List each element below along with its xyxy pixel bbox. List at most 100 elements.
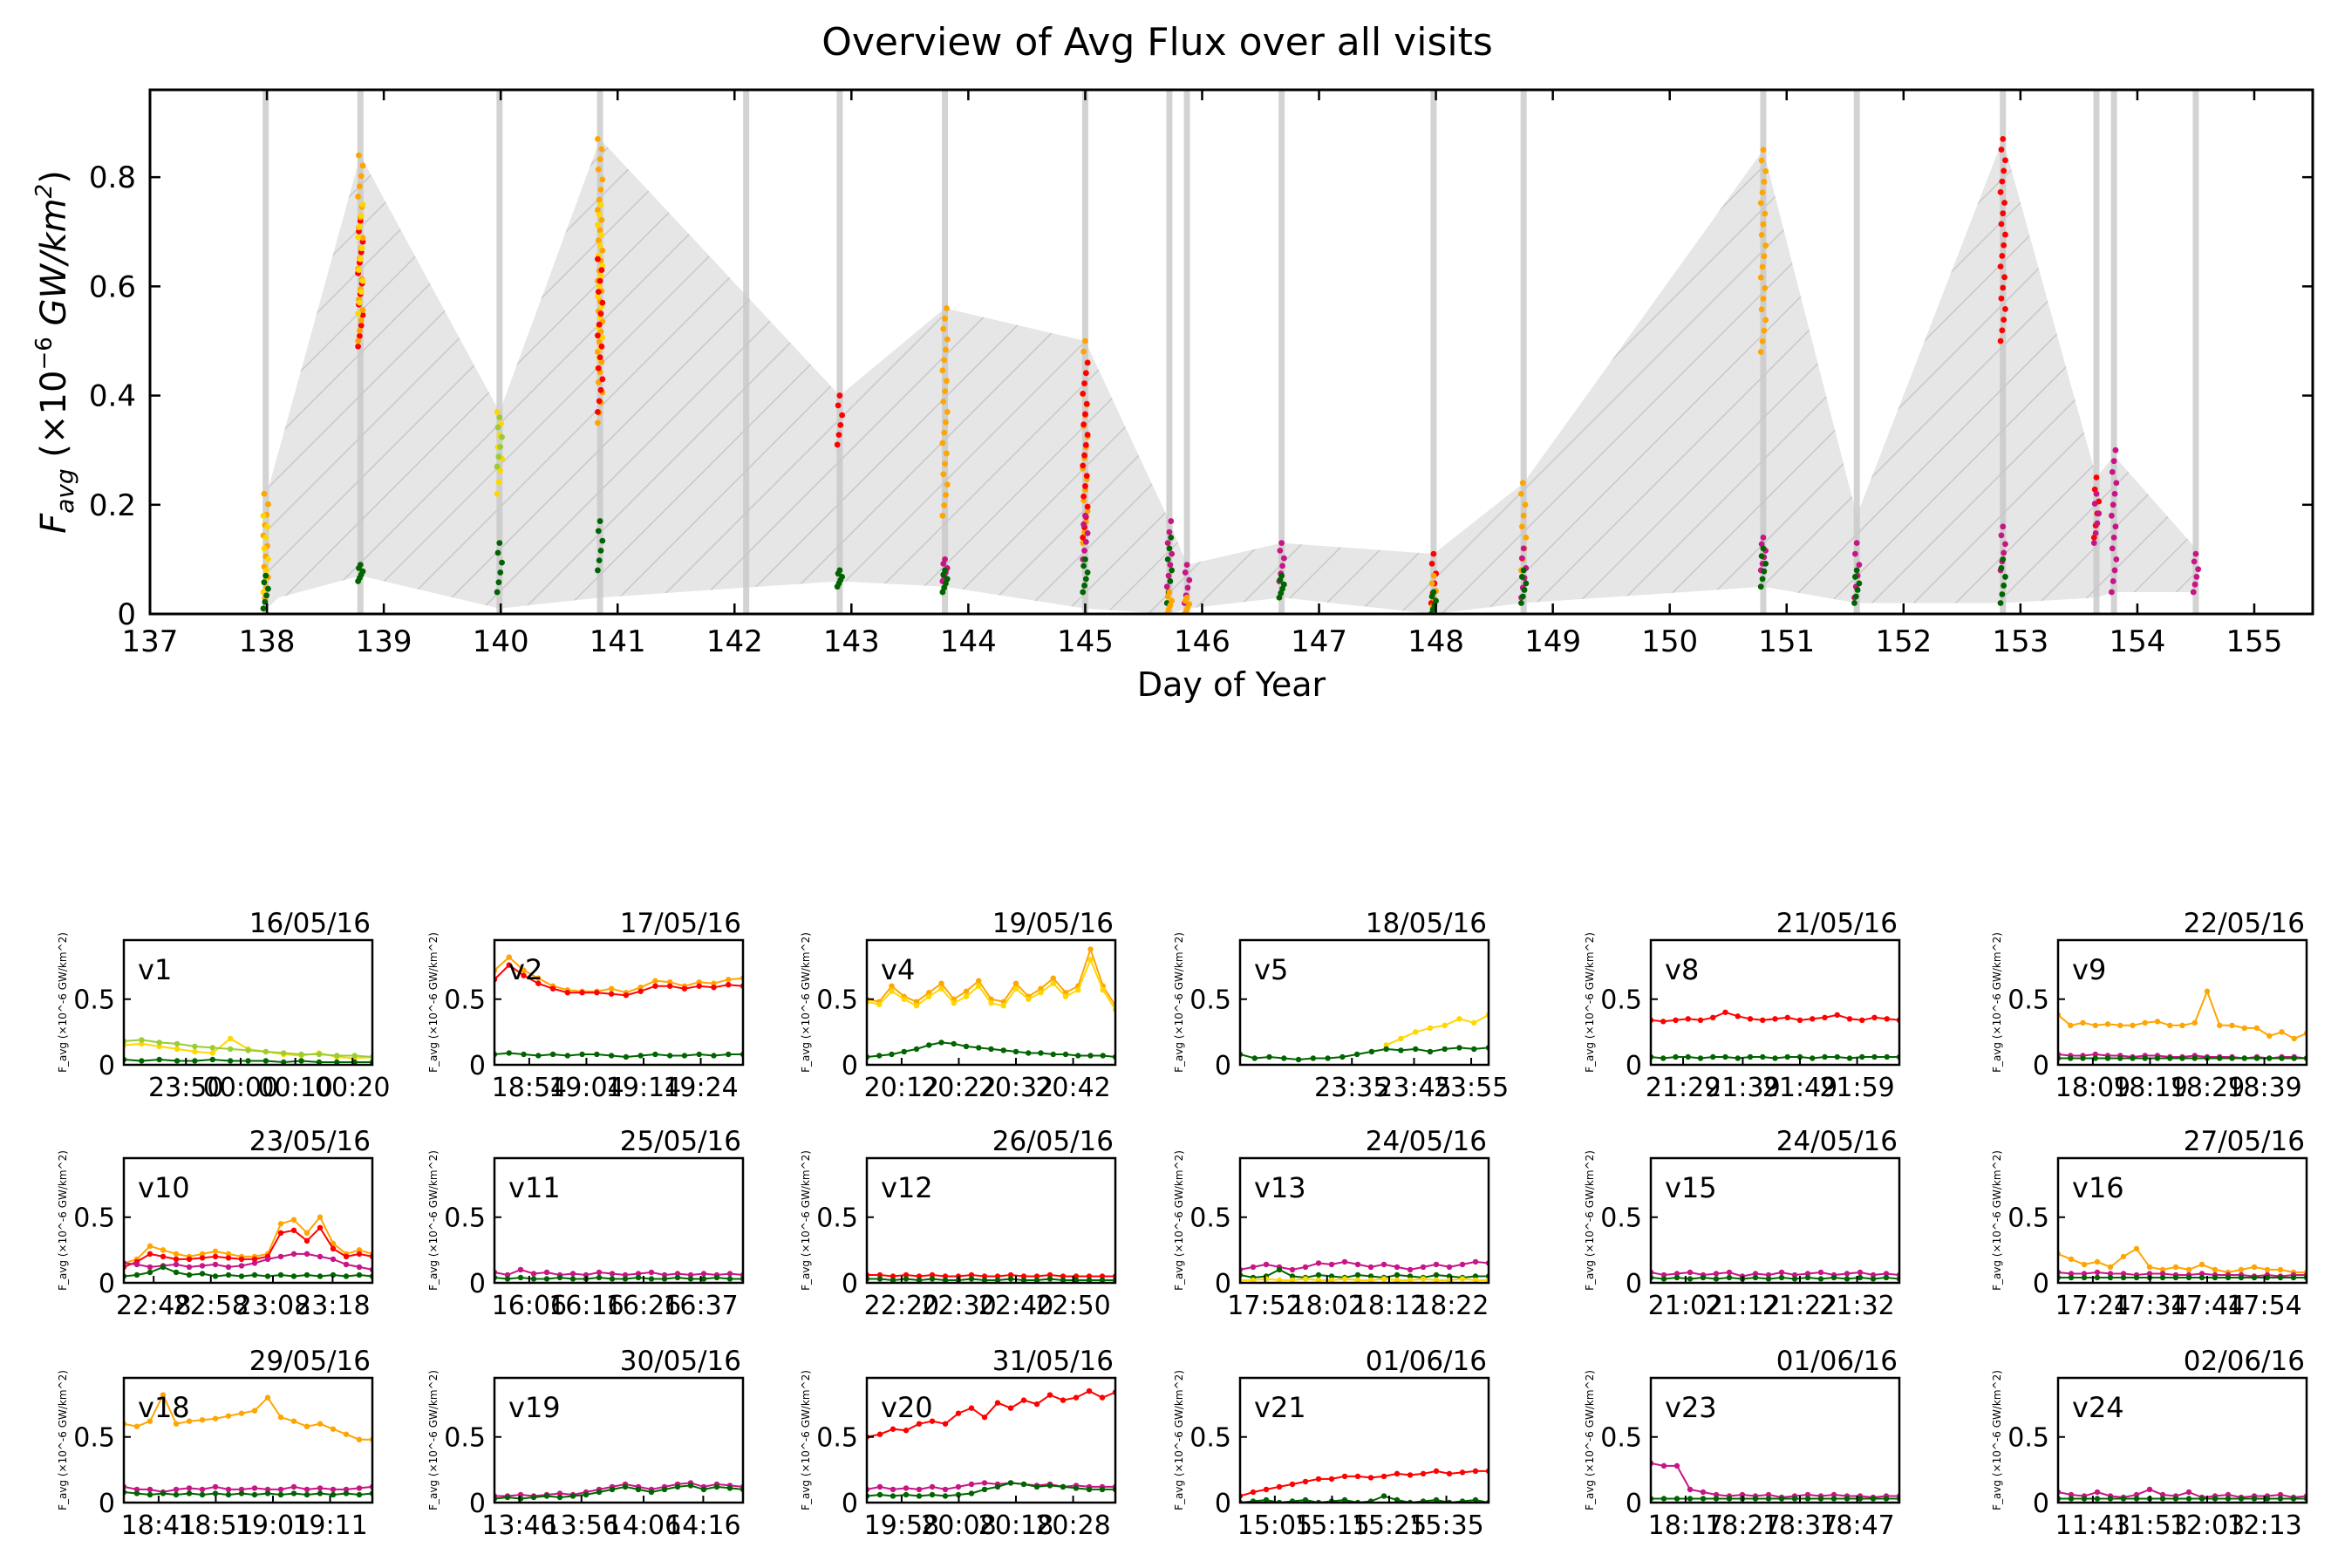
series-point [903,1428,910,1434]
series-point [160,1264,167,1271]
series-point [2251,1496,2258,1502]
data-point [1168,518,1175,524]
x-tick-label: 20:18 [978,1510,1053,1541]
data-point [1522,501,1529,508]
y-tick-label: 0 [1626,1269,1642,1299]
series-point [356,1271,363,1278]
series-point [192,1043,198,1050]
series-point [1722,1009,1728,1015]
x-tick-label: 18:09 [2055,1073,2130,1103]
data-point [495,479,502,486]
series-point [290,1217,297,1223]
data-point [358,173,365,180]
y-tick-label: 0.5 [73,1423,115,1454]
data-point [596,557,603,564]
x-tick-label: 18:47 [1819,1510,1894,1541]
y-tick-label: 0.2 [89,488,136,523]
data-point [358,245,365,251]
series-point [199,1416,206,1423]
data-point [1183,594,1190,601]
data-point [261,579,268,586]
series-point [1087,946,1094,952]
series-point [976,983,982,989]
series-point [963,988,970,994]
y-tick-label: 0.5 [1600,1203,1642,1234]
series-point [901,1048,907,1055]
series-point [343,1261,350,1268]
series-point [1427,1025,1434,1032]
series-point [1354,1261,1361,1268]
data-point [355,234,361,241]
series-point [1251,1055,1258,1061]
series-point [942,1273,949,1279]
x-tick-label: 148 [1408,624,1464,659]
data-point [495,579,502,586]
panel-y-axis-label: F_avg (×10^-6 GW/km^2) [1173,1370,1185,1510]
series-point [2117,1055,2123,1061]
series-point [955,1410,962,1416]
data-point [356,267,362,273]
series-point [1846,1016,1853,1022]
x-tick-label: 18:19 [2112,1073,2187,1103]
series-point [1302,1496,1309,1503]
data-point [356,183,363,190]
series-point [1772,1016,1778,1022]
series-point [1456,1045,1462,1051]
series-point [981,1277,988,1283]
series-point [1073,1394,1080,1401]
series-point [1735,1055,1741,1061]
series-point [262,1048,269,1055]
data-point [1523,534,1530,541]
x-tick-label: 20:08 [921,1510,996,1541]
data-point [2112,523,2119,530]
panel-date: 24/05/16 [1776,1126,1898,1157]
panel-y-axis-label: F_avg (×10^-6 GW/km^2) [57,1370,69,1510]
panel-date: 21/05/16 [1776,908,1898,939]
series-point [696,978,702,985]
data-point [595,332,601,339]
series-point [1791,1496,1798,1502]
series-point [1328,1261,1335,1268]
panel-y-axis-label: F_avg (×10^-6 GW/km^2) [1173,932,1185,1073]
series-point [209,1045,215,1051]
series-point [264,1256,271,1263]
data-point [1761,179,1768,185]
series-point [681,1053,688,1059]
series-point [1328,1277,1335,1283]
series-point [506,954,512,960]
series-point [290,1418,297,1424]
series-point [938,1040,944,1046]
data-point [1999,178,2006,185]
y-tick-label: 0.8 [89,160,136,195]
series-point [1060,1483,1067,1490]
series-point [209,1050,215,1056]
data-point [2195,566,2202,573]
series-point [926,990,932,996]
series-point [1722,1053,1728,1060]
data-point [1518,600,1524,606]
data-point [1082,512,1088,519]
series-point [2154,1055,2161,1061]
series-point [648,1269,655,1276]
y-tick-label: 0 [1215,1269,1231,1299]
series-point [968,1276,975,1282]
x-tick-label: 20:42 [1035,1073,1110,1103]
series-point [1289,1481,1296,1488]
series-point [1726,1496,1733,1502]
data-point [356,299,363,306]
data-point [2190,589,2197,596]
data-point [494,589,501,596]
series-point [1033,1401,1040,1408]
panel-frame [122,1376,374,1504]
series-point [356,1485,363,1491]
series-point [569,1276,576,1282]
series-point [174,1058,181,1064]
series-point [521,967,527,973]
panel-y-axis-label: F_avg (×10^-6 GW/km^2) [1584,1370,1596,1510]
series-point [521,1051,527,1058]
series-point [281,1059,287,1065]
series-point [504,1276,511,1282]
series-point [1000,1047,1006,1053]
